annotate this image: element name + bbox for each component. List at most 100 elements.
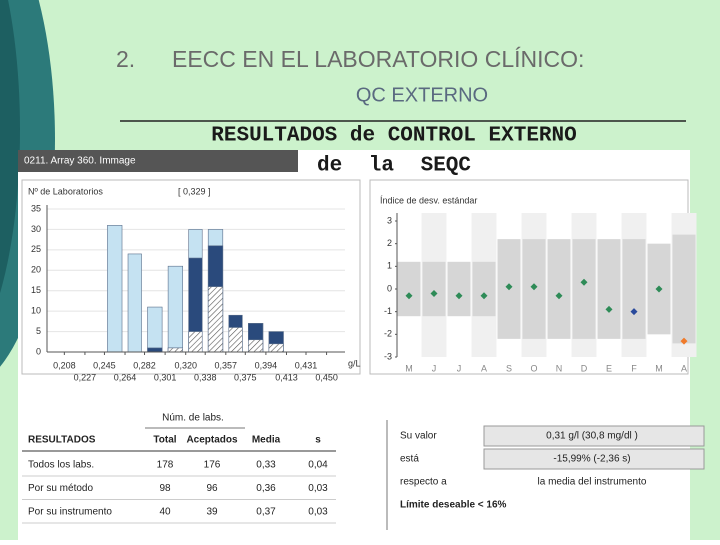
cell: 0,03 [308,507,328,518]
bar [127,253,142,353]
y-tick-label: 15 [31,285,41,295]
limit-band [572,239,596,339]
y-tick-label: 35 [31,203,41,213]
y-tick-label: 0 [387,283,392,293]
limit-band [547,239,571,339]
x-tick-label: 0,450 [315,372,338,382]
x-tick-label: F [631,363,637,373]
column-header: s [315,435,321,446]
x-tick-label: A [681,363,687,373]
cell: 0,04 [308,460,328,471]
point [530,283,538,291]
x-tick-label: 0,394 [255,360,278,370]
point [630,308,638,316]
y-tick-label: 20 [31,265,41,275]
group-header: Núm. de labs. [162,413,224,424]
x-tick-label: 0,282 [133,360,156,370]
bar [207,286,224,353]
histogram-frame [21,179,361,375]
cell: 39 [206,507,218,518]
x-tick-label: M [655,363,663,373]
y-tick-label: 25 [31,244,41,254]
point [555,292,563,300]
y-tick-label: 0 [36,346,41,356]
cell: 40 [159,507,171,518]
limit-band [447,261,471,317]
limit-band [672,234,696,344]
x-axis-label: g/L [348,358,361,368]
cell-label: Su valor [400,431,437,442]
bar [228,327,243,353]
value-box [483,425,705,447]
point [405,292,413,300]
cell: Todos los labs. [28,460,94,471]
x-tick-label: N [556,363,563,373]
y-tick-label: 3 [387,215,392,225]
y-tick-label: -3 [384,351,392,361]
cell: 96 [206,483,218,494]
point [480,292,488,300]
point [430,290,438,298]
decor [0,0,20,294]
x-tick-label: 0,320 [174,360,197,370]
x-tick-label: 0,245 [93,360,116,370]
cell-label: respecto a [400,477,447,488]
bar [268,343,284,353]
limit-band [397,261,421,317]
x-tick-label: J [432,363,437,373]
y-axis-label: Nº de Laboratorios [28,186,103,196]
x-tick-label: J [457,363,462,373]
x-tick-label: O [530,363,537,373]
point [680,337,688,345]
x-tick-label: S [506,363,512,373]
limit-band [622,239,646,339]
y-axis-label: Índice de desv. estándar [380,195,477,205]
bar [188,331,203,353]
heading: RESULTADOS de CONTROL EXTERNO [211,125,576,148]
x-tick-label: 0,301 [154,372,177,382]
limit: Límite deseable < 16% [400,500,507,511]
bar [147,306,163,353]
cell: 0,33 [256,460,276,471]
column-header: Total [153,435,176,446]
bar [248,339,264,353]
cell-label: está [400,454,419,465]
subtitle: QC EXTERNO [356,84,488,106]
cell: 98 [159,483,171,494]
y-tick-label: 1 [387,261,392,271]
limit-band [422,261,446,317]
cell-value: 0,31 g/l (30,8 mg/dl ) [546,431,638,442]
cell-value: la media del instrumento [538,477,647,488]
limit-band [472,261,496,317]
cell: 0,03 [308,483,328,494]
limit-band [597,239,621,339]
image-header: 0211. Array 360. Immage [24,156,136,167]
column-header: RESULTADOS [28,435,96,446]
x-tick-label: E [606,363,612,373]
cell: Por su instrumento [28,507,112,518]
point [605,305,613,313]
x-tick-label: A [481,363,487,373]
x-tick-label: 0,227 [74,372,97,382]
cell-value: -15,99% (-2,36 s) [553,454,630,465]
column-header: Aceptados [186,435,238,446]
bar [167,265,184,353]
y-tick-label: 5 [36,326,41,336]
point [655,285,663,293]
title: EECC EN EL LABORATORIO CLÍNICO: [172,46,584,72]
cell: 178 [157,460,174,471]
y-tick-label: -1 [384,306,392,316]
bar [107,225,123,353]
y-tick-label: 10 [31,306,41,316]
heading: de la SEQC [317,155,471,178]
cell: 176 [204,460,221,471]
bar [167,347,184,353]
y-tick-label: -2 [384,329,392,339]
point [580,278,588,286]
y-tick-label: 30 [31,224,41,234]
point [455,292,463,300]
y-tick-label: 2 [387,238,392,248]
image-header-bar [18,150,298,172]
x-tick-label: 0,264 [114,372,137,382]
bar [147,347,163,353]
